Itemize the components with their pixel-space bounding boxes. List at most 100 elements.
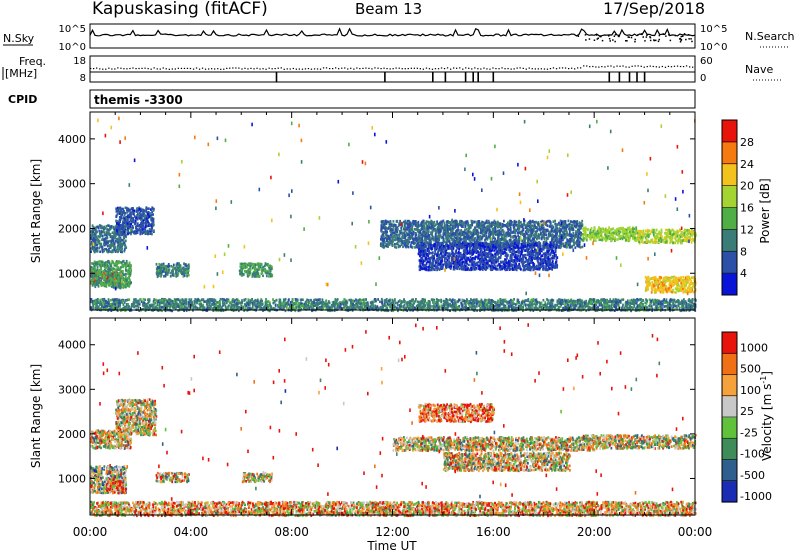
nave-dot — [344, 67, 346, 69]
heatmap-cell — [512, 224, 515, 227]
heatmap-cell — [428, 265, 431, 268]
heatmap-cell — [488, 231, 491, 235]
nave-dot — [568, 68, 570, 70]
heatmap-cell — [107, 241, 110, 244]
heatmap-cell — [554, 232, 557, 236]
heatmap-cell — [568, 238, 571, 241]
heatmap-cell — [126, 278, 128, 281]
heatmap-cell — [117, 285, 120, 288]
heatmap-cell — [141, 214, 144, 217]
nave-dot — [389, 68, 391, 70]
heatmap-cell — [94, 230, 97, 233]
heatmap-cell — [525, 249, 527, 252]
heatmap-cell — [509, 254, 512, 257]
heatmap-cell — [132, 226, 134, 230]
heatmap-cell — [422, 223, 425, 226]
heatmap-cell — [115, 231, 118, 235]
heatmap-cell — [410, 241, 413, 244]
nave-dot — [480, 68, 482, 70]
heatmap-cell — [577, 225, 579, 228]
heatmap-cell — [428, 225, 431, 229]
heatmap-cell — [485, 230, 488, 234]
heatmap-cell — [567, 243, 570, 246]
heatmap-cell — [418, 239, 421, 243]
heatmap-cell — [547, 219, 549, 223]
heatmap-cell — [160, 273, 163, 276]
heatmap-cell — [418, 250, 420, 253]
heatmap-cell — [513, 258, 516, 262]
heatmap-cell — [147, 216, 150, 220]
heatmap-cell — [117, 211, 119, 215]
heatmap-cell — [526, 229, 528, 232]
heatmap-cell — [114, 227, 117, 231]
heatmap-cell — [447, 247, 450, 250]
heatmap-cell — [121, 207, 123, 211]
heatmap-cell — [399, 231, 402, 235]
heatmap-cell — [531, 258, 533, 262]
heatmap-cell — [421, 220, 423, 224]
heatmap-cell — [538, 228, 540, 231]
heatmap-cell — [470, 241, 473, 245]
nave-dot — [96, 67, 98, 69]
heatmap-cell — [481, 232, 484, 235]
heatmap-cell — [524, 230, 527, 233]
heatmap-cell — [518, 227, 521, 230]
heatmap-cell — [120, 270, 123, 274]
heatmap-cell — [124, 244, 127, 248]
nave-dot — [413, 67, 415, 69]
heatmap-cell — [125, 268, 127, 272]
nave-dot — [522, 67, 524, 69]
heatmap-cell — [136, 207, 139, 210]
nave-dot — [655, 66, 657, 68]
heatmap-cell — [448, 228, 451, 231]
heatmap-cell — [478, 241, 480, 245]
heatmap-cell — [422, 232, 425, 236]
heatmap-cell — [136, 218, 139, 221]
heatmap-cell — [425, 240, 428, 244]
heatmap-cell — [521, 254, 524, 257]
heatmap-cell — [540, 255, 542, 258]
nave-dot — [634, 65, 636, 67]
nave-dot — [350, 67, 352, 69]
nave-dot — [649, 65, 651, 67]
heatmap-cell — [145, 222, 148, 225]
heatmap-cell — [564, 244, 567, 247]
nave-dot — [446, 67, 449, 69]
heatmap-cell — [471, 222, 473, 225]
heatmap-cell — [452, 247, 455, 250]
heatmap-cell — [106, 280, 108, 284]
heatmap-cell — [495, 250, 498, 254]
heatmap-cell — [468, 230, 471, 234]
heatmap-cell — [562, 231, 565, 234]
nave-dot — [661, 65, 663, 68]
heatmap-cell — [404, 226, 406, 230]
heatmap-cell — [180, 268, 183, 272]
nave-dot — [558, 67, 561, 69]
heatmap-cell — [92, 262, 95, 266]
heatmap-cell — [470, 219, 473, 223]
nsearch-dot — [625, 40, 627, 42]
heatmap-cell — [123, 235, 125, 239]
heatmap-cell — [464, 228, 466, 232]
heatmap-cell — [506, 240, 508, 243]
heatmap-cell — [127, 207, 130, 211]
nave-dot — [507, 68, 509, 70]
heatmap-cell — [121, 274, 123, 277]
heatmap-cell — [100, 260, 103, 264]
heatmap-cell — [533, 221, 535, 224]
heatmap-cell — [101, 237, 104, 240]
heatmap-cell — [529, 239, 532, 243]
heatmap-cell — [100, 224, 103, 228]
nsearch-dot — [601, 39, 604, 42]
nave-series — [90, 65, 694, 70]
heatmap-cell — [473, 231, 476, 234]
heatmap-cell — [127, 218, 129, 222]
heatmap-cell — [480, 237, 483, 241]
heatmap-cell — [417, 242, 420, 245]
heatmap-cell — [175, 269, 177, 273]
heatmap-cell — [112, 239, 115, 242]
heatmap-cell — [98, 246, 101, 250]
heatmap-cell — [98, 279, 101, 282]
heatmap-cell — [563, 245, 566, 248]
heatmap-cell — [563, 221, 566, 224]
